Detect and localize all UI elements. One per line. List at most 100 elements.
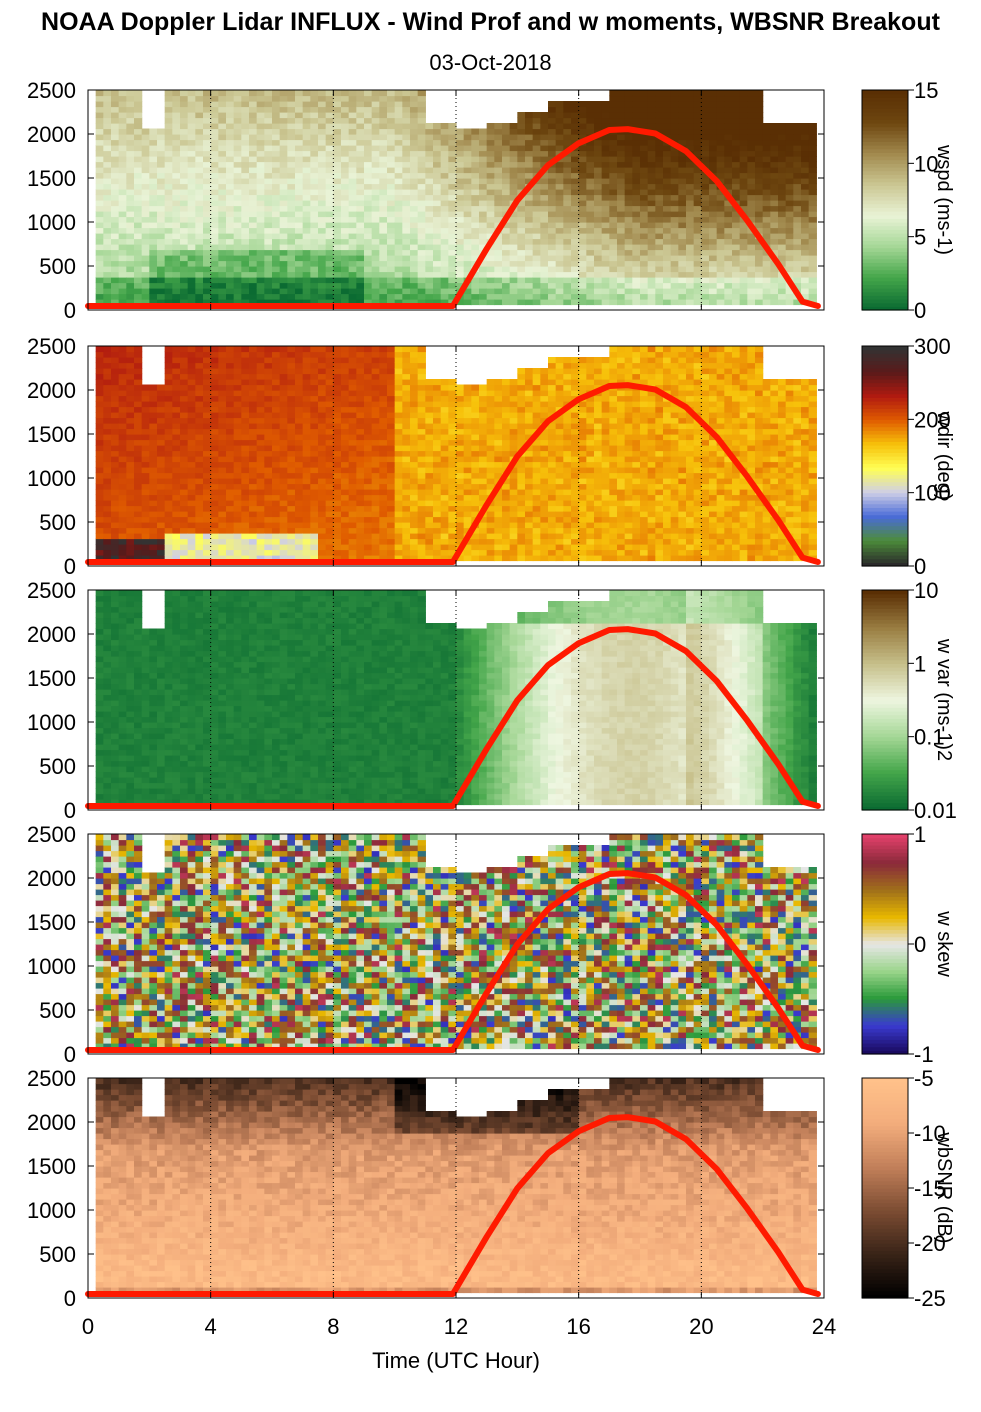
- heatmap-cell: [556, 123, 564, 129]
- heatmap-cell: [211, 533, 219, 539]
- heatmap-cell: [479, 294, 487, 300]
- heatmap-cell: [111, 162, 119, 168]
- heatmap-cell: [264, 217, 272, 223]
- heatmap-cell: [134, 118, 142, 124]
- heatmap-cell: [303, 112, 311, 118]
- heatmap-cell: [165, 412, 173, 418]
- heatmap-cell: [755, 156, 763, 162]
- heatmap-cell: [671, 228, 679, 234]
- heatmap-cell: [747, 112, 755, 118]
- heatmap-cell: [287, 162, 295, 168]
- heatmap-cell: [211, 407, 219, 413]
- heatmap-cell: [441, 222, 449, 228]
- heatmap-cell: [103, 484, 111, 490]
- heatmap-cell: [525, 277, 533, 283]
- heatmap-cell: [249, 412, 257, 418]
- heatmap-cell: [226, 266, 234, 272]
- heatmap-cell: [809, 184, 817, 190]
- heatmap-cell: [234, 118, 242, 124]
- heatmap-cell: [165, 500, 173, 506]
- heatmap-cell: [349, 440, 357, 446]
- heatmap-cell: [372, 261, 380, 267]
- heatmap-cell: [249, 217, 257, 223]
- heatmap-cell: [241, 385, 249, 391]
- heatmap-cell: [801, 239, 809, 245]
- heatmap-cell: [257, 511, 265, 517]
- heatmap-cell: [249, 250, 257, 256]
- heatmap-cell: [295, 429, 303, 435]
- heatmap-cell: [747, 288, 755, 294]
- heatmap-cell: [356, 250, 364, 256]
- heatmap-cell: [96, 517, 104, 523]
- heatmap-cell: [249, 495, 257, 501]
- heatmap-cell: [333, 112, 341, 118]
- heatmap-cell: [786, 266, 794, 272]
- heatmap-cell: [172, 145, 180, 151]
- heatmap-cell: [602, 222, 610, 228]
- heatmap-cell: [793, 145, 801, 151]
- heatmap-cell: [533, 299, 541, 305]
- heatmap-cell: [203, 363, 211, 369]
- heatmap-cell: [134, 266, 142, 272]
- heatmap-cell: [786, 233, 794, 239]
- heatmap-cell: [625, 288, 633, 294]
- heatmap-cell: [249, 352, 257, 358]
- heatmap-cell: [372, 283, 380, 289]
- heatmap-cell: [625, 272, 633, 278]
- heatmap-cell: [425, 140, 433, 146]
- heatmap-cell: [517, 272, 525, 278]
- heatmap-cell: [402, 118, 410, 124]
- heatmap-cell: [333, 101, 341, 107]
- heatmap-cell: [740, 294, 748, 300]
- heatmap-cell: [165, 178, 173, 184]
- heatmap-cell: [211, 151, 219, 157]
- heatmap-cell: [402, 178, 410, 184]
- heatmap-cell: [241, 379, 249, 385]
- heatmap-cell: [740, 244, 748, 250]
- heatmap-cell: [770, 123, 778, 129]
- heatmap-cell: [272, 129, 280, 135]
- heatmap-cell: [801, 178, 809, 184]
- heatmap-cell: [694, 244, 702, 250]
- heatmap-cell: [149, 429, 157, 435]
- heatmap-cell: [770, 206, 778, 212]
- heatmap-cell: [410, 140, 418, 146]
- heatmap-cell: [180, 140, 188, 146]
- heatmap-cell: [249, 90, 257, 96]
- heatmap-cell: [402, 283, 410, 289]
- heatmap-cell: [111, 189, 119, 195]
- heatmap-cell: [448, 129, 456, 135]
- heatmap-cell: [241, 456, 249, 462]
- heatmap-cell: [96, 396, 104, 402]
- heatmap-cell: [287, 506, 295, 512]
- heatmap-cell: [149, 189, 157, 195]
- heatmap-cell: [157, 255, 165, 261]
- heatmap-cell: [333, 134, 341, 140]
- heatmap-cell: [211, 145, 219, 151]
- heatmap-cell: [303, 283, 311, 289]
- heatmap-cell: [119, 200, 127, 206]
- heatmap-cell: [464, 195, 472, 201]
- heatmap-cell: [441, 250, 449, 256]
- heatmap-cell: [149, 462, 157, 468]
- heatmap-cell: [525, 123, 533, 129]
- heatmap-cell: [594, 283, 602, 289]
- heatmap-cell: [326, 489, 334, 495]
- heatmap-cell: [349, 528, 357, 534]
- heatmap-cell: [732, 178, 740, 184]
- heatmap-cell: [333, 407, 341, 413]
- heatmap-cell: [402, 90, 410, 96]
- heatmap-cell: [494, 167, 502, 173]
- heatmap-cell: [709, 195, 717, 201]
- heatmap-cell: [341, 407, 349, 413]
- heatmap-cell: [234, 352, 242, 358]
- heatmap-cell: [717, 239, 725, 245]
- heatmap-cell: [671, 107, 679, 113]
- heatmap-cell: [341, 184, 349, 190]
- heatmap-cell: [640, 96, 648, 102]
- heatmap-cell: [341, 129, 349, 135]
- heatmap-cell: [778, 173, 786, 179]
- heatmap-cell: [678, 283, 686, 289]
- heatmap-cell: [96, 239, 104, 245]
- heatmap-cell: [356, 511, 364, 517]
